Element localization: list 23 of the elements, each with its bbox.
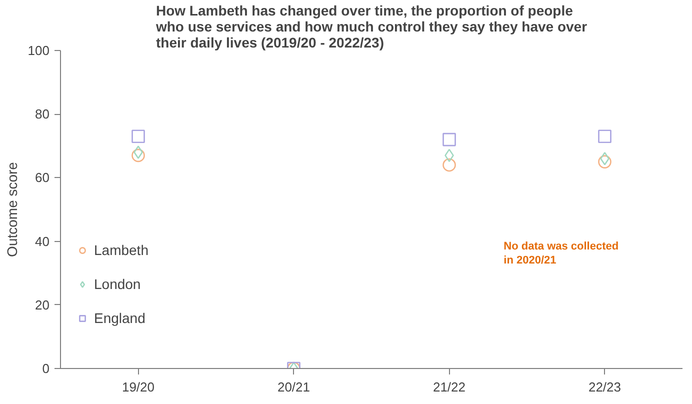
x-tick-label: 21/22 bbox=[432, 380, 466, 394]
y-tick-label: 60 bbox=[35, 170, 50, 186]
y-tick-label: 40 bbox=[35, 234, 50, 249]
y-axis-title: Outcome score bbox=[4, 162, 20, 257]
point bbox=[598, 155, 612, 168]
legend-label: Lambeth bbox=[94, 242, 148, 258]
x-tick-label: 22/23 bbox=[588, 380, 622, 394]
point bbox=[598, 130, 612, 144]
legend-label: London bbox=[94, 276, 141, 292]
legend-label: England bbox=[94, 310, 146, 326]
y-tick-label: 0 bbox=[42, 361, 50, 376]
x-tick-label: 19/20 bbox=[122, 380, 155, 394]
chart-title: How Lambeth has changed over time, the proportion of people who use services and how much control they say they have over their daily lives (2019/20 - 2022/23) bbox=[154, 2, 588, 50]
point bbox=[132, 130, 145, 144]
point bbox=[134, 146, 143, 159]
x-tick-label: 20/21 bbox=[277, 380, 310, 394]
y-tick-label: 100 bbox=[28, 43, 50, 58]
y-tick-label: 80 bbox=[35, 106, 50, 122]
y-tick-label: 20 bbox=[35, 297, 50, 312]
point bbox=[132, 148, 145, 162]
annotation: No data was collected in 2020/21 bbox=[504, 240, 619, 267]
point bbox=[442, 132, 456, 146]
point bbox=[442, 158, 456, 172]
